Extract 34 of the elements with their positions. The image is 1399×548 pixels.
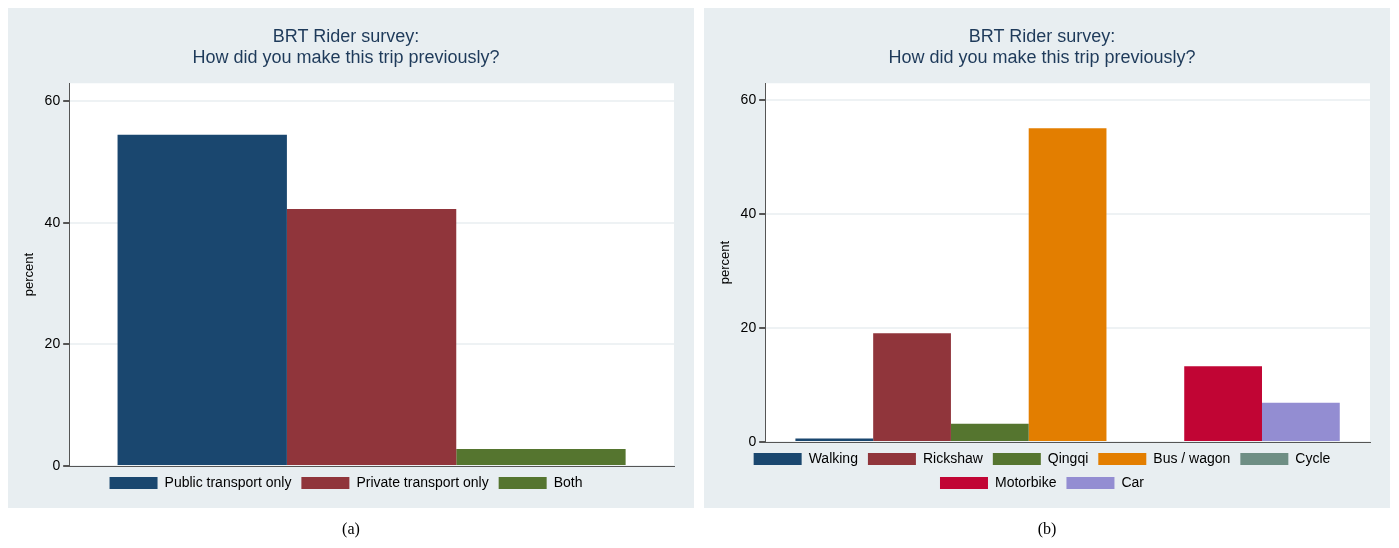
y-tick-label: 60 [740, 91, 757, 108]
y-tick-label: 40 [44, 213, 61, 230]
text: (a) [342, 520, 360, 538]
bar [456, 448, 626, 465]
y-tick-label: 0 [52, 456, 61, 473]
y-axis-title: percent [21, 252, 37, 297]
legend-label: Cycle [1295, 449, 1331, 466]
legend-label: Motorbike [994, 473, 1057, 490]
bar [1184, 366, 1262, 441]
chart-title: BRT Rider survey: [272, 25, 420, 46]
chart-title: BRT Rider survey: [968, 25, 1116, 46]
bar [286, 208, 457, 465]
y-tick-label: 20 [44, 335, 61, 352]
chart-subtitle: How did you make this trip previously? [192, 47, 500, 68]
legend-label: Qingqi [1047, 449, 1089, 466]
y-tick-label: 40 [740, 205, 757, 222]
legend-label: Car [1121, 473, 1145, 490]
y-tick-label: 20 [740, 318, 757, 335]
legend-label: Walking [808, 449, 858, 466]
bar [950, 423, 1029, 441]
legend-label: Both [553, 473, 583, 490]
legend-label: Public transport only [164, 473, 292, 490]
y-tick-label: 60 [44, 92, 61, 109]
legend-label: Private transport only [356, 473, 489, 490]
bar [1028, 128, 1107, 441]
chart-subtitle: How did you make this trip previously? [888, 47, 1196, 68]
legend-label: Rickshaw [922, 449, 984, 466]
bar [1261, 402, 1340, 441]
y-axis-title: percent [717, 240, 733, 285]
bar [873, 333, 951, 441]
legend-label: Bus / wagon [1153, 449, 1231, 466]
y-tick-label: 0 [748, 432, 757, 449]
text: (b) [1037, 520, 1057, 538]
bar [117, 134, 287, 465]
